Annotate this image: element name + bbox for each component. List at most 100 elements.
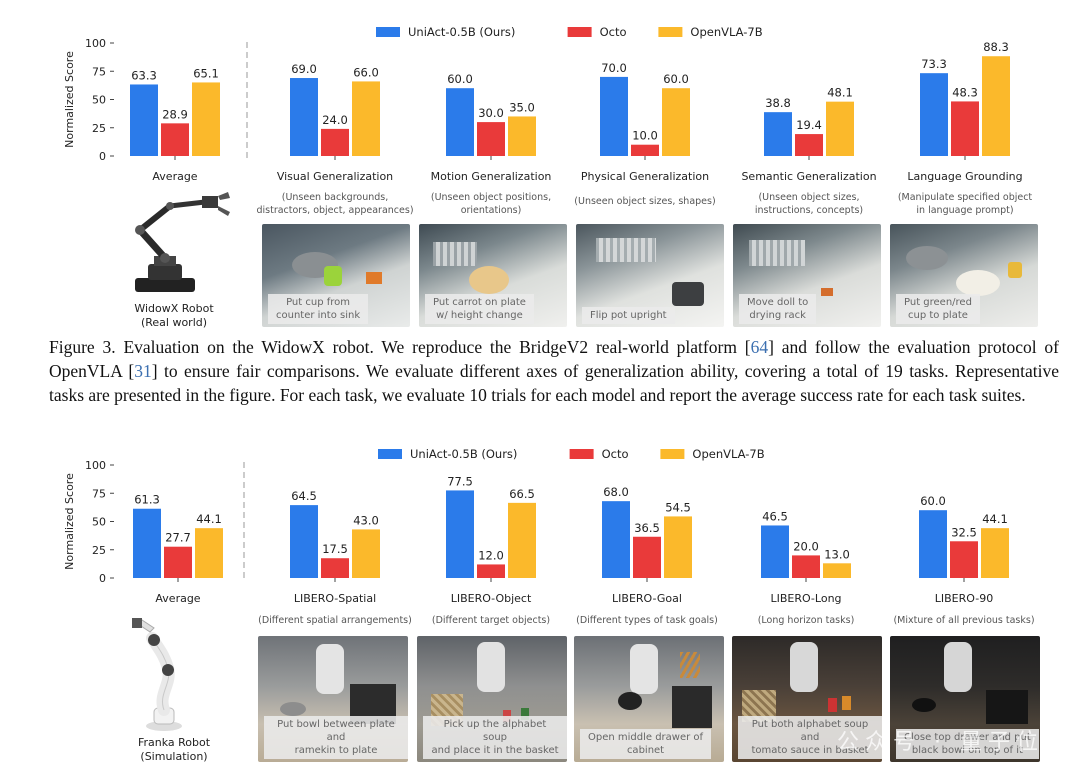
bar-value-label: 60.0 [663,72,689,86]
task-label: Put green/red cup to plate [896,294,980,324]
figure-caption: Figure 3. Evaluation on the WidowX robot… [49,337,1059,405]
x-category-label: LIBERO-Goal [612,592,682,605]
bar [508,502,536,578]
x-category-label: Average [152,170,197,183]
y-tick-label: 50 [92,94,106,107]
bar [477,122,505,156]
franka-robot-arm-icon [132,618,182,731]
x-category-label: Average [155,592,200,605]
bar [664,516,692,578]
bar-value-label: 20.0 [793,539,819,553]
bar [764,112,792,156]
bar-value-label: 48.1 [827,86,853,100]
x-category-label: LIBERO-Object [451,592,532,605]
bar-value-label: 69.0 [291,62,317,76]
x-category-subtitle: (Long horizon tasks) [758,615,855,626]
bar-value-label: 65.1 [193,66,219,80]
widowx-task-thumbnail: Put green/red cup to plate [890,224,1038,327]
y-tick-label: 75 [92,487,106,500]
bar [826,101,854,156]
task-label: Flip pot upright [582,307,675,324]
y-tick-label: 0 [99,572,106,585]
task-label: Put carrot on plate w/ height change [425,294,534,324]
bar [633,536,661,578]
bar-value-label: 44.1 [196,512,222,526]
x-category-label: Physical Generalization [581,170,709,183]
legend-label: OpenVLA-7B [690,25,762,39]
widowx-task-thumbnail: Put carrot on plate w/ height change [419,224,567,327]
bar [508,116,536,156]
x-category-label: Semantic Generalization [741,170,876,183]
bar [823,563,851,578]
bar [600,76,628,156]
bar [164,546,192,578]
x-category-subtitle: (Unseen object sizes, shapes) [574,196,715,207]
legend-label: UniAct-0.5B (Ours) [408,25,515,39]
bar-value-label: 13.0 [824,547,850,561]
task-label: Pick up the alphabet soup and place it in… [423,716,567,759]
bar-value-label: 60.0 [920,494,946,508]
bar-value-label: 38.8 [765,96,791,110]
bar-value-label: 77.5 [447,474,473,488]
libero-task-thumbnail: Open middle drawer of cabinet [574,636,724,762]
bar [792,555,820,578]
y-tick-label: 100 [85,459,106,472]
franka-robot-label: Franka Robot (Simulation) [137,736,211,763]
bar [920,73,948,156]
bar-value-label: 19.4 [796,118,822,132]
legend-label: UniAct-0.5B (Ours) [410,447,517,461]
y-tick-label: 50 [92,516,106,529]
widowx-robot-label: WidowX Robot (Real world) [134,302,214,329]
widowx-bar-chart: UniAct-0.5B (Ours) Octo OpenVLA-7B Normaliz… [63,25,1032,216]
bar-value-label: 66.0 [353,65,379,79]
legend-swatch [658,27,683,37]
bar [352,81,380,156]
task-label: Close top drawer and put black bowl on to… [896,729,1039,759]
legend-swatch [378,449,402,459]
bar-value-label: 54.5 [665,500,691,514]
bar [795,134,823,156]
bar-value-label: 35.0 [509,100,535,114]
bar-value-label: 63.3 [131,68,157,82]
bar-value-label: 68.0 [603,485,629,499]
bar-value-label: 64.5 [291,489,317,503]
y-tick-label: 25 [92,544,106,557]
widowx-figure-panel: UniAct-0.5B (Ours) Octo OpenVLA-7B Normaliz… [0,0,1080,340]
legend-label: OpenVLA-7B [692,447,764,461]
bar-value-label: 36.5 [634,521,660,535]
widowx-task-thumbnail: Move doll to drying rack [733,224,881,327]
bar-value-label: 28.9 [162,107,188,121]
bar [195,528,223,578]
x-category-label: LIBERO-Long [770,592,841,605]
x-category-subtitle: orientations) [461,205,522,216]
bar [446,490,474,578]
bar-value-label: 60.0 [447,72,473,86]
citation-link[interactable]: 31 [134,361,152,381]
task-label: Open middle drawer of cabinet [580,729,712,759]
libero-bar-chart: UniAct-0.5B (Ours) Octo OpenVLA-7B Normaliz… [63,447,1035,626]
task-label: Move doll to drying rack [739,294,817,324]
bar [477,564,505,578]
y-tick-label: 75 [92,65,106,78]
bar-value-label: 66.5 [509,487,535,501]
x-category-subtitle: (Different target objects) [432,615,550,626]
bar-value-label: 88.3 [983,40,1009,54]
bar-value-label: 24.0 [322,113,348,127]
libero-task-thumbnail: Put both alphabet soup and tomato sauce i… [732,636,882,762]
bar-value-label: 48.3 [952,85,978,99]
widowx-task-thumbnail: Flip pot upright [576,224,724,327]
citation-link[interactable]: 64 [750,337,769,357]
legend-swatch [376,27,400,37]
legend-swatch [569,449,594,459]
libero-figure-panel: UniAct-0.5B (Ours) Octo OpenVLA-7B Normaliz… [0,440,1080,782]
bar [130,84,158,156]
bar [602,501,630,578]
x-category-subtitle: (Different types of task goals) [576,615,718,626]
bar-value-label: 46.5 [762,509,788,523]
y-axis-label: Normalized Score [63,51,76,148]
bar [192,82,220,156]
x-category-subtitle: distractors, object, appearances) [256,205,413,216]
x-category-label: LIBERO-Spatial [294,592,376,605]
bar [352,529,380,578]
y-axis-label: Normalized Score [63,473,76,570]
